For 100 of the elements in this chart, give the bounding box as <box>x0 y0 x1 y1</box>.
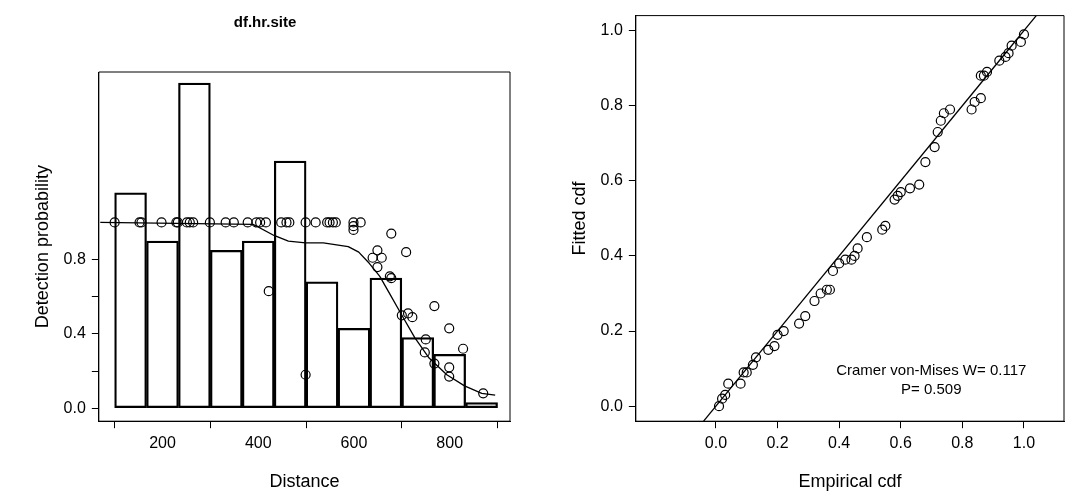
y-tick-label: 0.2 <box>600 321 623 339</box>
x-tick-label: 400 <box>244 434 272 452</box>
point <box>969 96 980 108</box>
point <box>747 359 758 370</box>
point <box>880 220 891 232</box>
x-tick-label: 600 <box>340 434 368 452</box>
point <box>994 55 1005 66</box>
x-tick-label: 1.0 <box>1012 434 1036 452</box>
point <box>809 295 820 307</box>
point <box>444 323 455 334</box>
point <box>904 183 916 194</box>
y-axis-title: Fitted cdf <box>568 180 589 256</box>
point <box>300 217 311 228</box>
point <box>815 288 826 299</box>
x-axis-title: Empirical cdf <box>798 471 903 492</box>
point <box>204 217 215 228</box>
x-tick-label: 0.4 <box>828 434 851 452</box>
y-tick-label: 0.0 <box>600 396 623 414</box>
point <box>840 254 851 265</box>
point <box>401 247 412 258</box>
point <box>372 245 383 256</box>
point <box>975 70 986 81</box>
point <box>355 217 366 228</box>
annotation: P= 0.509 <box>901 379 962 397</box>
point <box>228 217 239 228</box>
y-tick-label: 1.0 <box>600 21 623 39</box>
x-tick-label: 0.2 <box>766 434 789 452</box>
point <box>1006 40 1017 51</box>
point <box>251 217 262 228</box>
point <box>861 232 872 243</box>
point <box>716 393 728 404</box>
point <box>457 343 469 354</box>
y-tick-label: 0.4 <box>600 246 623 264</box>
point <box>877 224 888 235</box>
point <box>794 318 805 329</box>
point <box>889 194 900 205</box>
x-tick-label: 0.8 <box>951 434 974 452</box>
point <box>478 388 489 399</box>
point <box>376 252 387 263</box>
point <box>310 217 321 228</box>
point <box>348 217 359 228</box>
point <box>156 217 167 228</box>
point <box>914 179 925 190</box>
point <box>372 261 383 273</box>
point <box>932 126 943 138</box>
point <box>276 217 287 228</box>
y-tick-label: 0.8 <box>600 96 623 114</box>
point <box>407 312 418 323</box>
x-axis-title: Distance <box>269 471 340 492</box>
x-tick-label: 200 <box>149 434 176 452</box>
point <box>975 93 986 104</box>
point <box>1018 29 1030 40</box>
x-tick-label: 0.6 <box>889 434 912 452</box>
y-tick-label: 0.8 <box>63 250 86 268</box>
point <box>720 389 731 401</box>
point <box>769 340 780 352</box>
x-tick-label: 0.0 <box>704 434 728 452</box>
point <box>852 243 863 254</box>
point <box>300 369 311 380</box>
point <box>444 362 455 373</box>
point <box>723 378 734 389</box>
point <box>444 371 455 382</box>
point <box>763 344 774 355</box>
annotation: Cramer von-Mises W= 0.117 <box>836 360 1027 378</box>
point <box>263 286 274 297</box>
point <box>242 217 253 228</box>
point <box>944 104 956 115</box>
y-tick-label: 0.0 <box>63 398 86 416</box>
y-tick-label: 0.4 <box>63 324 86 342</box>
point <box>1000 51 1011 63</box>
point <box>981 66 993 78</box>
point <box>735 378 746 389</box>
point <box>429 358 440 369</box>
point <box>929 141 940 153</box>
point <box>396 310 407 321</box>
point <box>827 265 839 277</box>
point <box>778 325 789 337</box>
point <box>966 104 977 115</box>
point <box>220 217 231 228</box>
point <box>1015 36 1026 47</box>
point <box>834 258 845 269</box>
chart-title: df.hr.site <box>233 13 297 31</box>
point <box>772 329 783 340</box>
point <box>419 347 430 358</box>
point <box>800 310 811 322</box>
point <box>938 108 949 119</box>
point <box>935 115 946 126</box>
point <box>402 308 414 319</box>
point <box>750 352 762 363</box>
point <box>1003 48 1014 59</box>
point <box>367 252 378 263</box>
point <box>386 228 397 239</box>
y-tick-label: 0.6 <box>600 171 623 189</box>
point <box>920 156 931 168</box>
point <box>978 70 990 81</box>
point <box>255 217 266 228</box>
point <box>109 217 120 228</box>
y-axis-title: Detection probability <box>31 165 52 329</box>
point <box>420 334 431 345</box>
point <box>429 300 440 312</box>
